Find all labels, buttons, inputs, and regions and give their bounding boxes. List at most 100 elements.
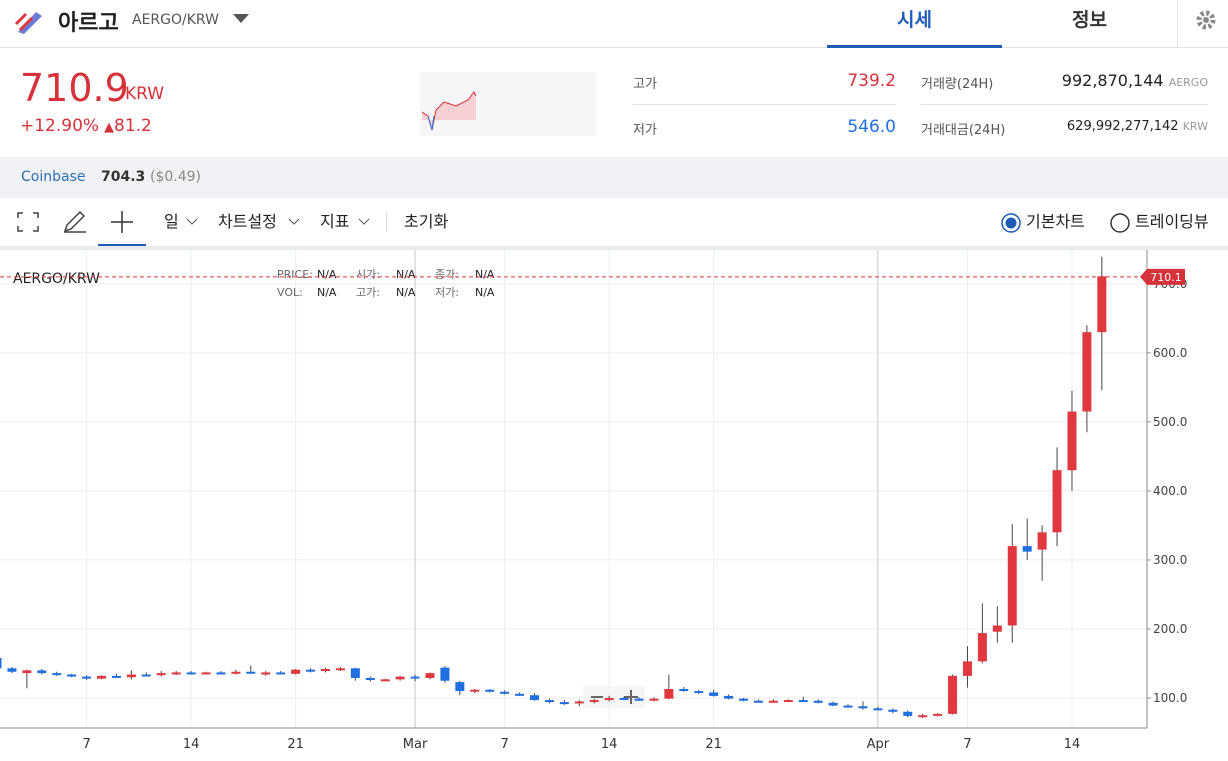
candle-body: [933, 713, 943, 716]
candle-body: [470, 689, 480, 692]
y-tick-label: 100.0: [1153, 691, 1187, 705]
trade-value: 629,992,277,142 KRW: [1000, 119, 1208, 134]
y-tick-label: 400.0: [1153, 484, 1187, 498]
candle-body: [1067, 411, 1077, 471]
candle-body: [962, 661, 972, 676]
candle-body: [843, 705, 853, 708]
change-value: 81.2: [114, 116, 152, 136]
candle-body: [1097, 276, 1107, 333]
candle-body: [1007, 546, 1017, 626]
volume: 992,870,144 AERGO: [1000, 71, 1208, 90]
candle-body: [813, 700, 823, 703]
crosshair-tool[interactable]: [98, 198, 146, 246]
y-tick-label: 300.0: [1153, 553, 1187, 567]
candle-body: [425, 673, 435, 678]
legend-value: N/A: [317, 286, 337, 299]
candle-body: [52, 673, 62, 676]
candle-body: [948, 675, 958, 714]
candle-body: [7, 668, 17, 672]
legend-label: 저가:: [435, 286, 459, 299]
candle-body: [380, 679, 390, 682]
candle-body: [291, 669, 301, 674]
divider: [633, 104, 896, 105]
candle-body: [335, 668, 345, 671]
candle-body: [440, 667, 450, 681]
candle-body: [783, 700, 793, 703]
option[interactable]: 기본차트: [1026, 212, 1085, 231]
volume-unit: AERGO: [1168, 76, 1208, 89]
coin-icon: [14, 12, 42, 34]
y-tick-label: 600.0: [1153, 346, 1187, 360]
candle-body: [141, 674, 151, 677]
exchange-price: 704.3: [101, 169, 146, 185]
last-price-tag: [1140, 268, 1185, 285]
candle-body: [679, 689, 689, 692]
toolbar: 일 차트설정 지표 초기화 기본차트 트레이딩뷰: [0, 198, 1228, 250]
candle-body: [171, 672, 181, 675]
radio-on[interactable]: [1000, 212, 1022, 234]
legend-label: VOL:: [277, 286, 303, 299]
candle-body: [1082, 332, 1092, 412]
candle-body: [410, 676, 420, 679]
ticker: 710.9 KRW +12.90% ▲81.2 고가 739.2 저가 546.…: [0, 48, 1228, 157]
candle-body: [0, 657, 2, 669]
candle-body: [156, 673, 166, 676]
legend-value: N/A: [396, 268, 416, 281]
candle-body: [231, 671, 241, 674]
header: 아르고 AERGO/KRW 시세 정보: [0, 0, 1228, 48]
legend-label: 시가:: [356, 268, 380, 281]
candle-body: [111, 675, 121, 678]
candle-body: [365, 677, 375, 681]
candle-body: [1022, 546, 1032, 552]
settings[interactable]: [1177, 0, 1228, 47]
candle-body: [724, 695, 734, 699]
coin-name: 아르고: [58, 11, 119, 36]
indicators[interactable]: 지표: [320, 212, 350, 231]
candle-body: [709, 692, 719, 696]
tab[interactable]: 정보: [1072, 9, 1107, 31]
chart-settings[interactable]: 차트설정: [218, 212, 277, 231]
y-tick-label: 500.0: [1153, 415, 1187, 429]
candle-body: [201, 672, 211, 675]
dropdown[interactable]: [232, 12, 250, 24]
trade-value-unit: KRW: [1182, 120, 1208, 133]
candle-body: [37, 670, 47, 674]
price: 710.9: [20, 66, 129, 110]
candle-body: [485, 689, 495, 692]
tab-active[interactable]: 시세: [827, 0, 1002, 48]
candle-body: [500, 691, 510, 694]
fullscreen[interactable]: [16, 211, 40, 233]
legend-value: N/A: [396, 286, 416, 299]
candle-body: [768, 700, 778, 703]
exchange-usd: ($0.49): [150, 169, 202, 185]
draw-tool[interactable]: [62, 210, 88, 234]
volume-label: 거래량(24H): [921, 77, 994, 92]
interval[interactable]: 일: [164, 212, 179, 231]
candle-body: [455, 682, 465, 692]
candle-body: [619, 697, 629, 700]
x-tick-label: 21: [287, 737, 304, 752]
legend-label: 고가:: [356, 286, 380, 299]
candle-body: [574, 701, 584, 704]
candle-body: [649, 698, 659, 701]
y-tick-label: 200.0: [1153, 622, 1187, 636]
x-tick-label: 14: [601, 737, 618, 752]
low: 546.0: [847, 117, 896, 137]
zoom-buttons[interactable]: [583, 686, 645, 708]
change-pct: +12.90%: [20, 116, 100, 136]
candle-body: [395, 676, 405, 680]
candle-body: [604, 697, 614, 701]
x-tick-label: 7: [963, 737, 971, 752]
radio-off[interactable]: [1109, 212, 1131, 234]
option[interactable]: 트레이딩뷰: [1135, 212, 1209, 231]
candle-body: [515, 693, 525, 696]
candle-body: [798, 700, 808, 703]
reset[interactable]: 초기화: [404, 212, 449, 231]
legend-label: PRICE:: [277, 268, 313, 281]
exchange-name: Coinbase: [21, 169, 86, 185]
candle-body: [306, 669, 316, 672]
x-tick-label: 7: [500, 737, 508, 752]
legend-value: N/A: [317, 268, 337, 281]
